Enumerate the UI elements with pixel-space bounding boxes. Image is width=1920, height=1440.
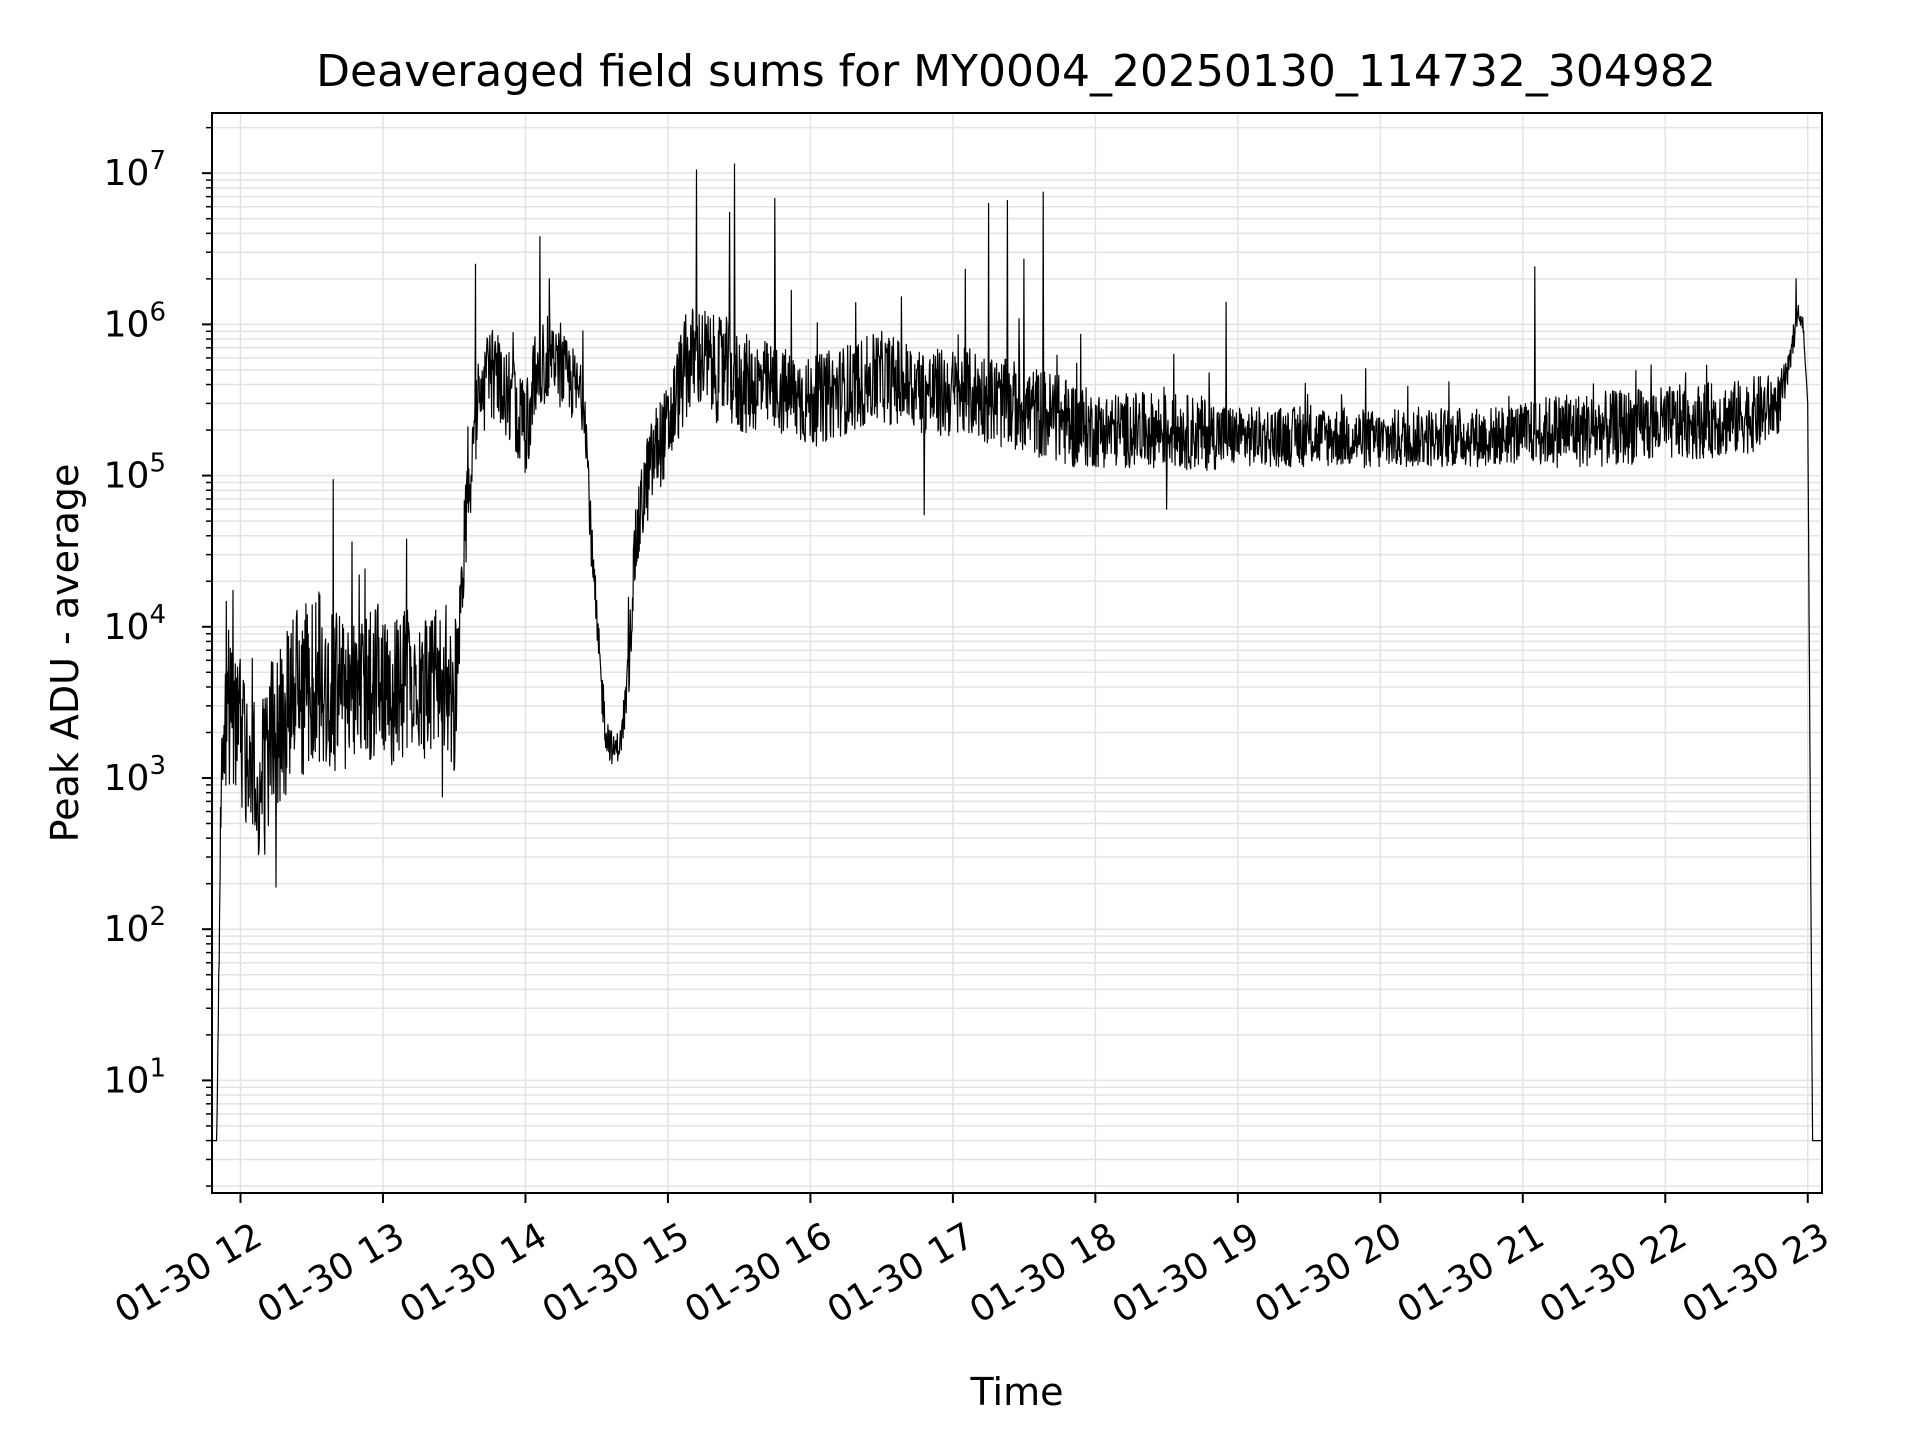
- y-tick-label-base: 10: [104, 909, 150, 950]
- y-tick-label: 105: [104, 449, 166, 497]
- y-tick-label: 107: [104, 146, 166, 194]
- y-tick-label-exponent: 6: [149, 297, 166, 327]
- y-tick-label-base: 10: [104, 1060, 150, 1101]
- grid: [212, 113, 1822, 1193]
- y-tick-label-base: 10: [104, 456, 150, 497]
- y-tick-label-exponent: 4: [149, 600, 166, 630]
- series-line: [211, 163, 1823, 1142]
- chart-title: Deaveraged field sums for MY0004_2025013…: [316, 46, 1716, 97]
- y-tick-label-base: 10: [104, 304, 150, 345]
- y-tick-label: 102: [104, 902, 166, 950]
- y-tick-label-exponent: 3: [149, 751, 166, 781]
- y-tick-label-exponent: 5: [149, 449, 166, 479]
- y-tick-label: 101: [104, 1053, 166, 1101]
- series: [211, 163, 1823, 1142]
- x-axis-label: Time: [970, 1370, 1064, 1414]
- y-tick-label-base: 10: [104, 607, 150, 648]
- y-axis-label: Peak ADU - average: [43, 464, 87, 843]
- y-tick-label-base: 10: [104, 153, 150, 194]
- y-tick-label: 103: [104, 751, 166, 799]
- plot-frame: [211, 112, 1823, 1194]
- y-tick-label: 104: [104, 600, 166, 648]
- y-tick-label: 106: [104, 297, 166, 345]
- y-tick-label-exponent: 1: [149, 1053, 166, 1083]
- y-tick-label-exponent: 7: [149, 146, 166, 176]
- y-tick-label-base: 10: [104, 758, 150, 799]
- y-tick-label-exponent: 2: [149, 902, 166, 932]
